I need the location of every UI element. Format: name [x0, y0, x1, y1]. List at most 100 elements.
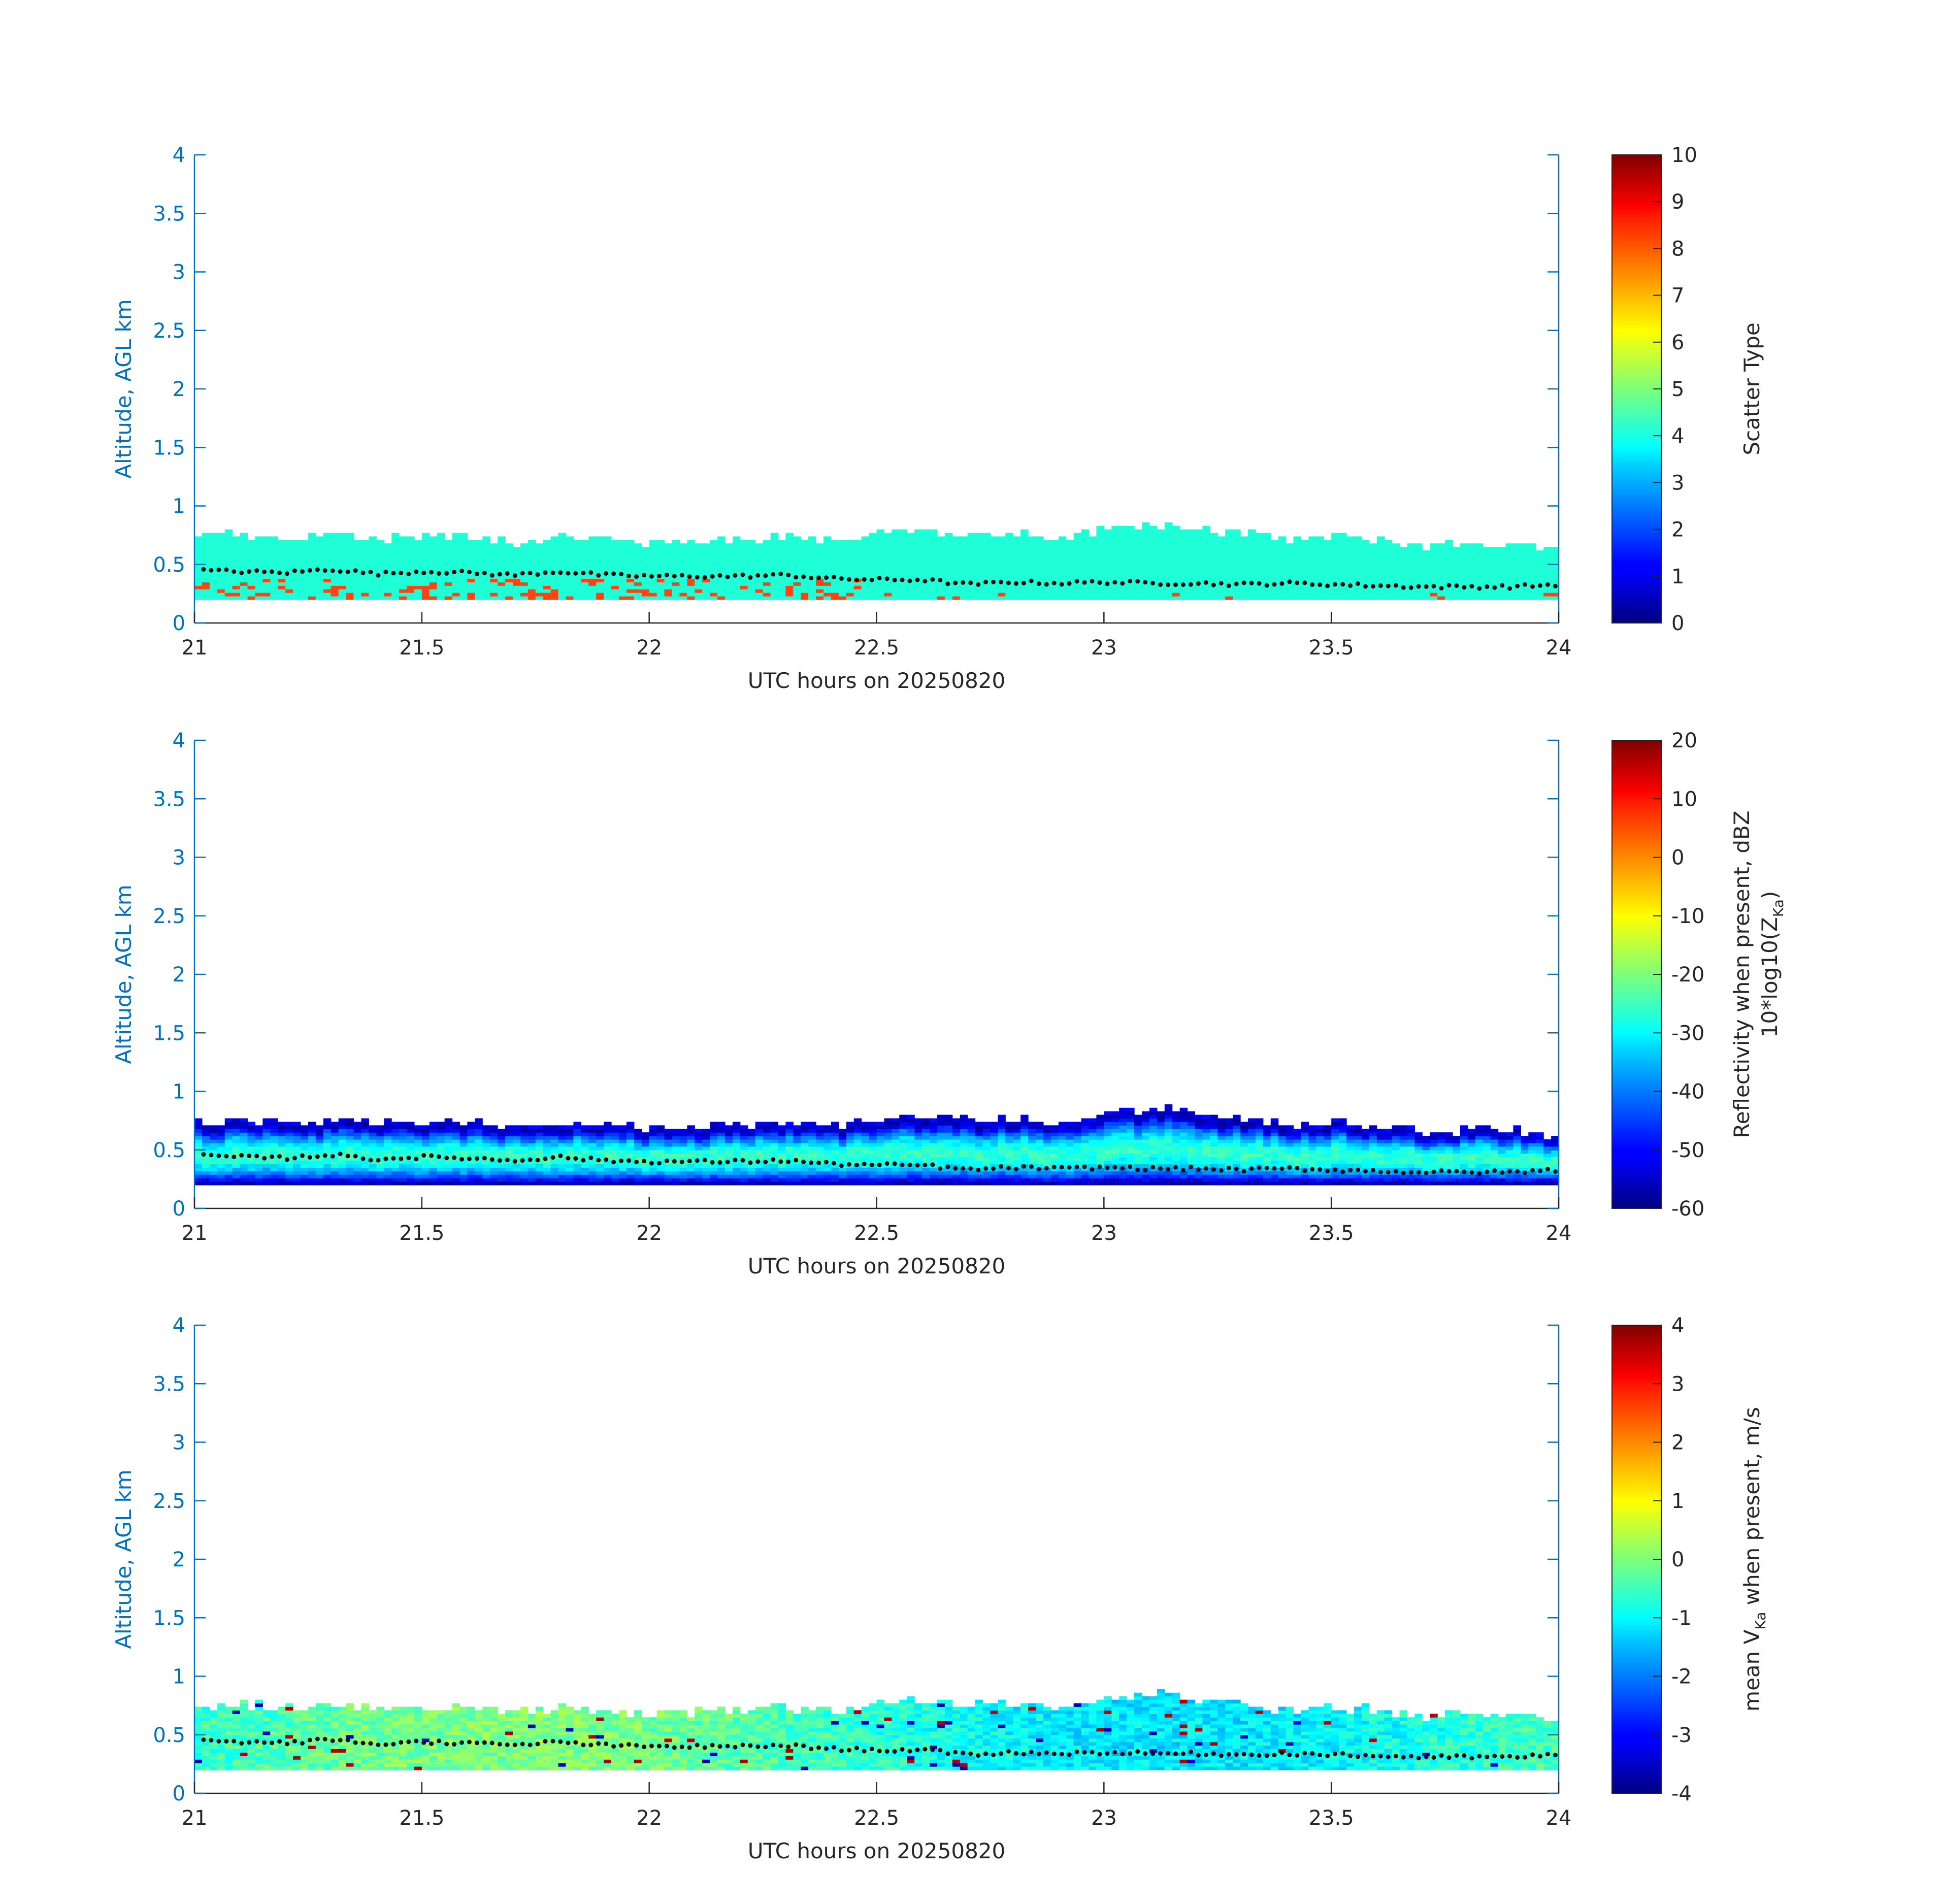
heatmap-cell — [1460, 554, 1468, 558]
heatmap-cell — [1263, 557, 1271, 562]
heatmap-cell — [376, 585, 384, 589]
heatmap-cell — [452, 543, 460, 547]
heatmap-cell — [429, 571, 438, 576]
heatmap-cell — [232, 1164, 241, 1168]
heatmap-cell — [1324, 543, 1332, 547]
heatmap-cell — [482, 547, 490, 551]
heatmap-cell — [338, 1160, 347, 1164]
heatmap-cell — [975, 578, 983, 582]
heatmap-cell — [323, 1132, 332, 1136]
heatmap-cell — [300, 1129, 309, 1133]
heatmap-cell — [1407, 593, 1415, 597]
heatmap-cell — [1331, 540, 1339, 544]
heatmap-cell — [490, 561, 498, 565]
heatmap-cell — [831, 1122, 839, 1126]
heatmap-cell — [763, 1164, 771, 1168]
profile-markers — [201, 567, 1558, 591]
heatmap-cell — [596, 561, 604, 565]
heatmap-cell — [194, 582, 203, 586]
heatmap-cell — [588, 564, 597, 569]
heatmap-cell — [437, 1171, 445, 1175]
heatmap-cell — [1141, 547, 1150, 551]
heatmap-cell — [755, 1139, 764, 1143]
heatmap-cell — [649, 540, 657, 544]
heatmap-cell — [520, 561, 529, 565]
heatmap-cell — [808, 1181, 816, 1186]
heatmap-cell — [1331, 593, 1339, 597]
heatmap-cell — [293, 540, 301, 544]
heatmap-cell — [543, 547, 551, 551]
heatmap-cell — [702, 1153, 710, 1158]
heatmap-cell — [224, 1178, 233, 1182]
heatmap-cell — [914, 529, 923, 534]
heatmap-cell — [1255, 540, 1264, 544]
profile-marker — [543, 570, 548, 575]
heatmap-cell — [323, 589, 332, 593]
heatmap-cell — [399, 1164, 407, 1168]
heatmap-cell — [816, 1142, 824, 1147]
heatmap-cell — [1089, 596, 1097, 600]
heatmap-cell — [414, 1136, 422, 1140]
heatmap-cell — [755, 1142, 764, 1147]
heatmap-cell — [1050, 571, 1059, 576]
heatmap-cell — [1430, 554, 1438, 558]
heatmap-cell — [202, 593, 210, 597]
heatmap-cell — [604, 575, 612, 579]
heatmap-cell — [1005, 564, 1013, 569]
heatmap-cell — [437, 1125, 445, 1129]
heatmap-cell — [1399, 578, 1408, 582]
heatmap-cell — [747, 561, 756, 565]
heatmap-cell — [1096, 540, 1104, 544]
heatmap-cell — [695, 557, 703, 562]
heatmap-cell — [1187, 564, 1196, 569]
heatmap-cell — [732, 589, 741, 593]
heatmap-cell — [740, 1164, 748, 1168]
heatmap-cell — [490, 1167, 498, 1171]
heatmap-cell — [209, 540, 218, 544]
heatmap-cell — [406, 547, 415, 551]
heatmap-cell — [853, 1157, 862, 1161]
heatmap-cell — [331, 1129, 339, 1133]
heatmap-cell — [824, 1174, 832, 1178]
heatmap-cell — [876, 578, 885, 582]
heatmap-cell — [255, 540, 263, 544]
heatmap-cell — [679, 1171, 687, 1175]
heatmap-cell — [209, 568, 218, 572]
heatmap-cell — [1308, 554, 1316, 558]
heatmap-cell — [732, 1160, 741, 1164]
heatmap-cell — [338, 536, 347, 540]
heatmap-cell — [1354, 593, 1362, 597]
heatmap-cell — [1354, 543, 1362, 547]
profile-marker — [1523, 582, 1527, 587]
heatmap-cell — [998, 593, 1006, 597]
heatmap-cell — [1528, 596, 1536, 600]
heatmap-cell — [1376, 593, 1385, 597]
heatmap-cell — [990, 596, 998, 600]
heatmap-cell — [581, 1153, 589, 1158]
heatmap-cell — [588, 1174, 597, 1178]
heatmap-cell — [528, 585, 536, 589]
heatmap-cell — [1498, 550, 1506, 554]
heatmap-cell — [194, 593, 203, 597]
heatmap-cell — [1089, 582, 1097, 586]
colorbar-tick-label: 8 — [1671, 237, 1684, 260]
heatmap-cell — [998, 571, 1006, 576]
heatmap-cell — [353, 1150, 362, 1154]
heatmap-cell — [1210, 585, 1218, 589]
heatmap-cell — [907, 561, 915, 565]
heatmap-cell — [452, 568, 460, 572]
profile-marker — [1378, 583, 1383, 588]
heatmap-cell — [679, 1150, 687, 1154]
heatmap-cell — [634, 589, 642, 593]
heatmap-cell — [1528, 582, 1536, 586]
heatmap-cell — [543, 1136, 551, 1140]
heatmap-cell — [853, 575, 862, 579]
heatmap-cell — [1240, 536, 1248, 540]
heatmap-cell — [679, 568, 687, 572]
heatmap-cell — [634, 554, 642, 558]
heatmap-cell — [967, 557, 976, 562]
heatmap-cell — [853, 550, 862, 554]
heatmap-cell — [475, 540, 483, 544]
heatmap-cell — [1134, 582, 1142, 586]
heatmap-cell — [1316, 564, 1324, 569]
